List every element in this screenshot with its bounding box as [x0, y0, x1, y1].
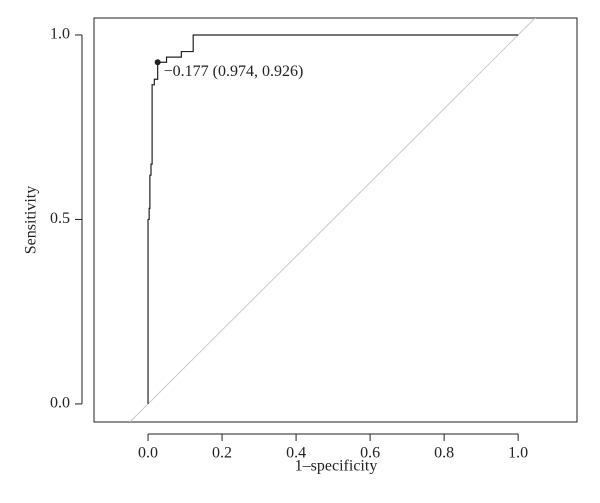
reference-diagonal [129, 18, 536, 422]
x-tick-label: 0.4 [286, 445, 306, 462]
x-tick-label: 0.6 [360, 445, 380, 462]
plot-frame [93, 17, 578, 423]
y-axis-label: Sensitivity [23, 186, 40, 254]
y-tick-label: 0.5 [50, 210, 70, 227]
reference-group [129, 18, 536, 422]
roc-curve [147, 34, 519, 404]
x-tick-label: 0.0 [138, 445, 158, 462]
x-axis-label: 1–specificity [295, 458, 378, 475]
annotation-text: −0.177 (0.974, 0.926) [164, 63, 304, 80]
annotation-point [154, 59, 161, 66]
y-tick-label: 1.0 [50, 26, 70, 43]
x-tick-label: 0.2 [212, 445, 232, 462]
x-tick-label: 1.0 [508, 445, 528, 462]
y-tick-label: 0.0 [50, 395, 70, 412]
x-tick-label: 0.8 [434, 445, 454, 462]
